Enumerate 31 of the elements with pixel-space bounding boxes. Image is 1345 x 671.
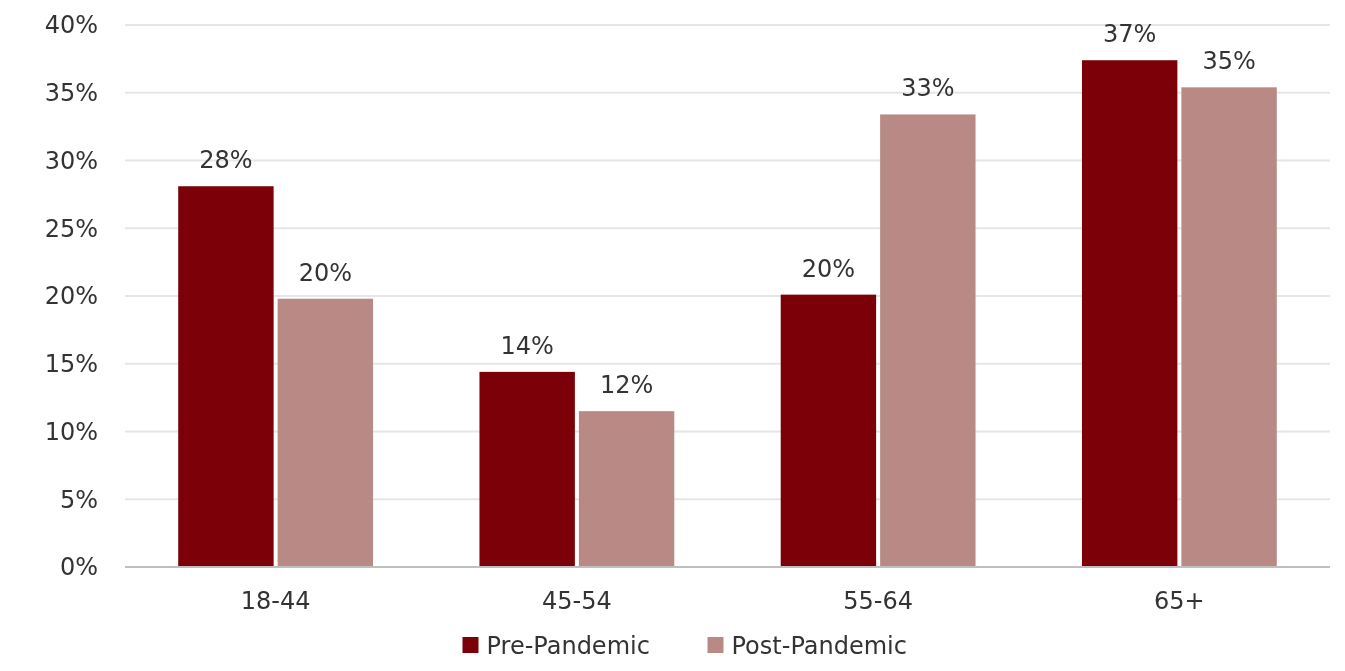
- y-tick-label: 0%: [59, 553, 98, 582]
- bar: [578, 411, 675, 567]
- data-label: 14%: [500, 331, 554, 360]
- bar: [277, 298, 374, 567]
- data-label: 33%: [901, 74, 955, 103]
- x-tick-label: 45-54: [542, 587, 612, 615]
- legend-label: Post-Pandemic: [731, 632, 907, 661]
- y-tick-label: 10%: [44, 417, 98, 446]
- y-tick-label: 25%: [44, 214, 98, 243]
- bar: [1081, 60, 1178, 567]
- data-label: 20%: [298, 258, 352, 287]
- y-tick-label: 20%: [44, 282, 98, 311]
- y-tick-label: 40%: [44, 11, 98, 40]
- y-tick-label: 15%: [44, 350, 98, 379]
- bar: [1181, 87, 1277, 567]
- x-tick-label: 55-64: [843, 587, 913, 615]
- y-tick-label: 35%: [44, 79, 98, 108]
- y-tick-label: 5%: [59, 485, 98, 514]
- y-tick-label: 30%: [44, 146, 98, 175]
- data-label: 28%: [199, 146, 253, 175]
- data-label: 37%: [1103, 20, 1157, 49]
- bar: [780, 294, 877, 567]
- bar: [178, 186, 274, 567]
- x-tick-label: 65+: [1154, 587, 1205, 615]
- bar: [479, 371, 575, 567]
- data-label: 35%: [1202, 47, 1256, 76]
- legend-label: Pre-Pandemic: [486, 632, 650, 661]
- bar: [880, 114, 976, 567]
- data-label: 12%: [599, 371, 654, 400]
- data-label: 20%: [801, 254, 856, 283]
- x-tick-label: 18-44: [240, 587, 311, 615]
